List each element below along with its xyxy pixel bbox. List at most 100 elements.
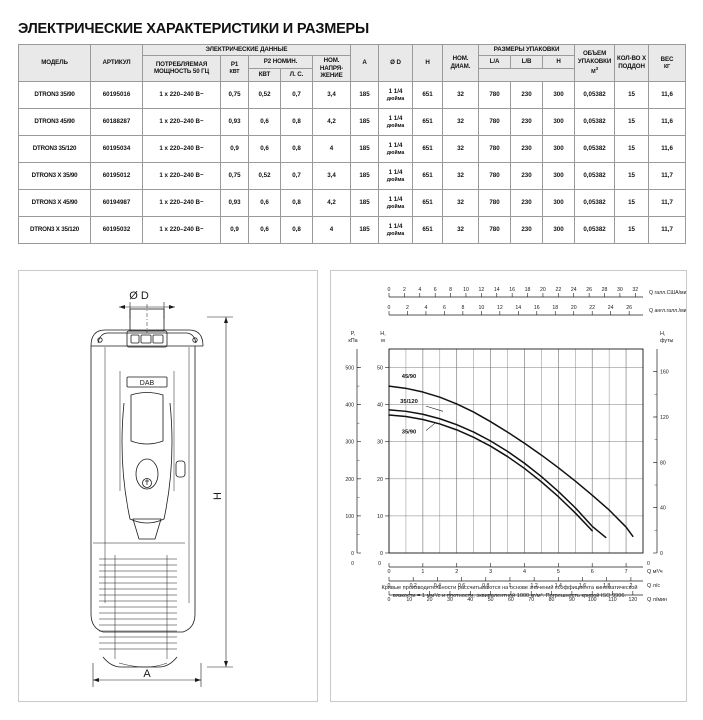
cell-lb: 230: [510, 135, 544, 163]
cell-power-consumption: 1 x 220–240 B~: [142, 189, 221, 217]
th-power-consumption: ПОТРЕБЛЯЕМАЯ МОЩНОСТЬ 50 Гц: [142, 54, 221, 83]
bottom-axis-label-ls: Q л/с: [647, 583, 660, 589]
th-pack-volume-unit: м3: [591, 65, 598, 75]
cell-od: 1 1/4 дюйма: [378, 189, 414, 217]
cell-article: 60195016: [90, 81, 143, 109]
top-tick-us: 14: [494, 287, 500, 293]
left-tick-kpa: 0: [351, 551, 354, 557]
top-tick-imp: 18: [552, 305, 558, 311]
top-tick-us: 20: [540, 287, 546, 293]
top-tick-imp: 24: [608, 305, 614, 311]
cell-a: 185: [350, 108, 380, 136]
a-label: A: [143, 668, 151, 680]
top-tick-imp: 10: [478, 305, 484, 311]
curve-45-90: [388, 385, 634, 538]
curve-35-90: [388, 414, 593, 532]
h-dimension: [207, 316, 233, 668]
cell-weight: 11,6: [648, 108, 687, 136]
bottom-tick-m3h: 0: [388, 569, 391, 575]
th-la: L/A: [478, 54, 512, 69]
right-tick-ft: 40: [660, 506, 666, 512]
cell-voltage: 3,4: [311, 81, 352, 109]
bottom-tick-lmin: 50: [488, 597, 494, 603]
origin-marker-left: 0: [378, 561, 381, 567]
cell-power-consumption: 1 x 220–240 B~: [142, 108, 221, 136]
bottom-tick-m3h: 2: [455, 569, 458, 575]
cell-p1: 0,75: [220, 81, 249, 109]
th-od: Ø D: [378, 44, 414, 82]
cell-h: 651: [412, 189, 444, 217]
bottom-tick-ls: 0,6: [458, 583, 465, 589]
th-spacer-3: [542, 68, 575, 82]
cell-la: 780: [478, 81, 512, 109]
table-head: МОДЕЛЬ АРТИКУЛ ЭЛЕКТРИЧЕСКИЕ ДАННЫЕ A Ø …: [18, 44, 687, 83]
bottom-tick-ls: 0,4: [434, 583, 441, 589]
cell-nom-diam: 32: [442, 81, 480, 109]
cell-nom-diam: 32: [442, 135, 480, 163]
cell-od: 1 1/4 дюйма: [378, 135, 414, 163]
cell-p2-hp: 0,8: [280, 135, 313, 163]
cell-lb: 230: [510, 216, 544, 244]
origin-marker-right: 0: [647, 561, 650, 567]
top-tick-us: 32: [632, 287, 638, 293]
cell-p1: 0,9: [220, 216, 249, 244]
curve-35-120: [388, 409, 607, 539]
curve-label-leader: [425, 405, 444, 412]
bottom-tick-lmin: 60: [508, 597, 514, 603]
bottom-tick-m3h: 7: [625, 569, 628, 575]
top-tick-us: 10: [463, 287, 469, 293]
cell-la: 780: [478, 108, 512, 136]
top-axis-label-us: Q галл.США/мин: [649, 290, 686, 296]
od-value: 1 1/4: [388, 168, 403, 176]
th-spacer-1: [478, 68, 511, 82]
chart-note-line2: вязкости = 1 мм²/с и плотности, эквивале…: [392, 593, 627, 600]
left-axis-unit-h: м: [381, 338, 385, 344]
th-weight: ВЕС кг: [648, 44, 687, 82]
cell-qty-pallet: 15: [614, 189, 650, 217]
bottom-axis-label-m3h: Q м³/ч: [647, 569, 663, 575]
cell-p1: 0,9: [220, 135, 249, 163]
cell-h: 651: [412, 162, 444, 190]
bottom-tick-lmin: 70: [528, 597, 534, 603]
left-tick-m: 0: [380, 551, 383, 557]
top-tick-us: 22: [555, 287, 561, 293]
right-axis-unit-ft: футы: [660, 338, 674, 344]
cell-pack-volume: 0,05382: [574, 189, 616, 217]
cell-qty-pallet: 15: [614, 216, 650, 244]
cell-weight: 11,6: [648, 81, 687, 109]
left-tick-m: 30: [377, 440, 383, 446]
right-tick-ft: 120: [660, 415, 669, 421]
top-tick-us: 4: [418, 287, 421, 293]
top-tick-us: 8: [449, 287, 452, 293]
cell-h: 651: [412, 81, 444, 109]
cell-pack-volume: 0,05382: [574, 216, 616, 244]
table-row: DTRON3 35/120 60195034 1 x 220–240 B~ 0,9 0,…: [18, 135, 687, 163]
cell-od: 1 1/4 дюйма: [378, 216, 414, 244]
bottom-tick-lmin: 90: [569, 597, 575, 603]
th-p2-hp: л. с.: [280, 67, 313, 83]
cell-la: 780: [478, 216, 512, 244]
table-row: DTRON3 X 35/90 60195012 1 x 220–240 B~ 0,75…: [18, 162, 687, 190]
cell-article: 60188287: [90, 108, 143, 136]
cell-lb: 230: [510, 189, 544, 217]
cell-la: 780: [478, 189, 512, 217]
od-unit: дюйма: [386, 203, 405, 210]
cell-pack-volume: 0,05382: [574, 162, 616, 190]
cell-power-consumption: 1 x 220–240 B~: [142, 162, 221, 190]
cell-p2-hp: 0,8: [280, 189, 313, 217]
curve-label-35-120: 35/120: [400, 399, 418, 405]
performance-chart-panel: 0 2 4 6 8 10 12 14 16 18 20 22 24 26 28 30 32 Q галл.США/…: [330, 270, 687, 702]
right-axis-label-h: H,: [660, 331, 666, 337]
top-tick-imp: 12: [497, 305, 503, 311]
cell-p2-kw: 0,6: [248, 135, 281, 163]
left-axis-label-p: P,: [351, 331, 356, 337]
bottom-tick-lmin: 80: [549, 597, 555, 603]
od-value: 1 1/4: [388, 222, 403, 230]
cell-article: 60195034: [90, 135, 143, 163]
th-weight-unit: кг: [663, 63, 671, 70]
th-lh: H: [542, 54, 576, 69]
cell-qty-pallet: 15: [614, 81, 650, 109]
table-row: DTRON3 35/90 60195016 1 x 220–240 B~ 0,75 0,…: [18, 81, 687, 109]
cell-lh: 300: [542, 189, 576, 217]
cell-lh: 300: [542, 162, 576, 190]
